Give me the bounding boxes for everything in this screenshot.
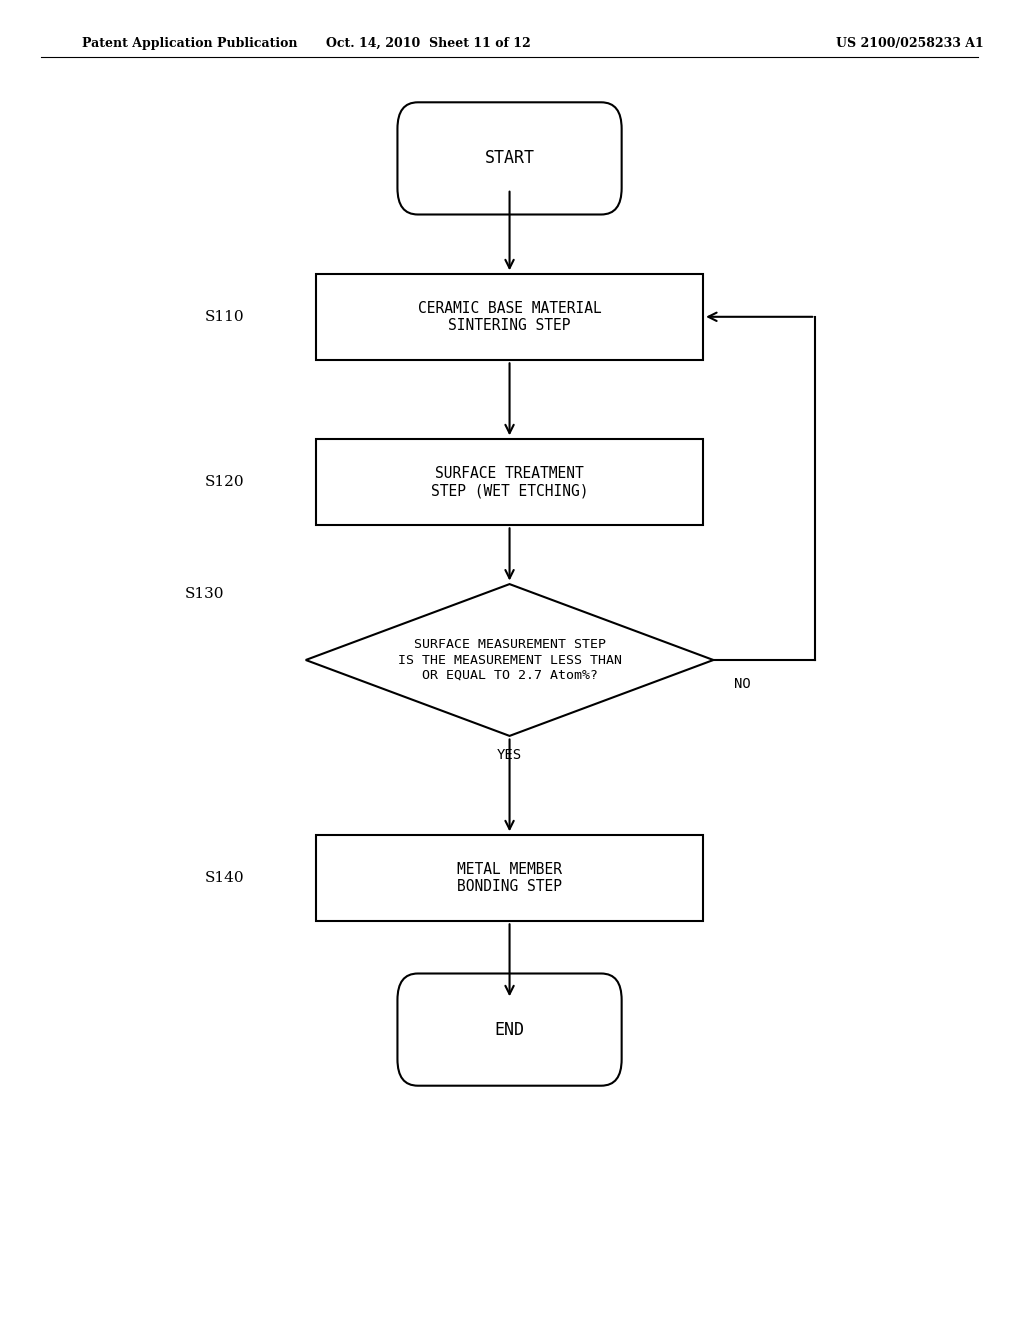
Text: YES: YES — [497, 748, 522, 762]
Text: S110: S110 — [205, 310, 245, 323]
FancyBboxPatch shape — [397, 103, 622, 214]
Text: SURFACE MEASUREMENT STEP
IS THE MEASUREMENT LESS THAN
OR EQUAL TO 2.7 Atom%?: SURFACE MEASUREMENT STEP IS THE MEASUREM… — [397, 639, 622, 681]
Text: S140: S140 — [205, 871, 245, 884]
Text: Patent Application Publication: Patent Application Publication — [82, 37, 297, 50]
Text: S130: S130 — [184, 587, 224, 601]
Text: FIG. 12: FIG. 12 — [435, 121, 584, 156]
Text: START: START — [484, 149, 535, 168]
Bar — [316, 438, 703, 524]
Text: METAL MEMBER
BONDING STEP: METAL MEMBER BONDING STEP — [457, 862, 562, 894]
Polygon shape — [306, 583, 714, 737]
Text: SURFACE TREATMENT
STEP (WET ETCHING): SURFACE TREATMENT STEP (WET ETCHING) — [431, 466, 589, 498]
Text: END: END — [495, 1020, 524, 1039]
Text: Oct. 14, 2010  Sheet 11 of 12: Oct. 14, 2010 Sheet 11 of 12 — [326, 37, 530, 50]
Text: US 2100/0258233 A1: US 2100/0258233 A1 — [836, 37, 983, 50]
Bar — [316, 275, 703, 359]
Text: CERAMIC BASE MATERIAL
SINTERING STEP: CERAMIC BASE MATERIAL SINTERING STEP — [418, 301, 601, 333]
Bar — [316, 836, 703, 921]
Text: NO: NO — [734, 677, 751, 692]
FancyBboxPatch shape — [397, 974, 622, 1085]
Text: S120: S120 — [205, 475, 245, 488]
